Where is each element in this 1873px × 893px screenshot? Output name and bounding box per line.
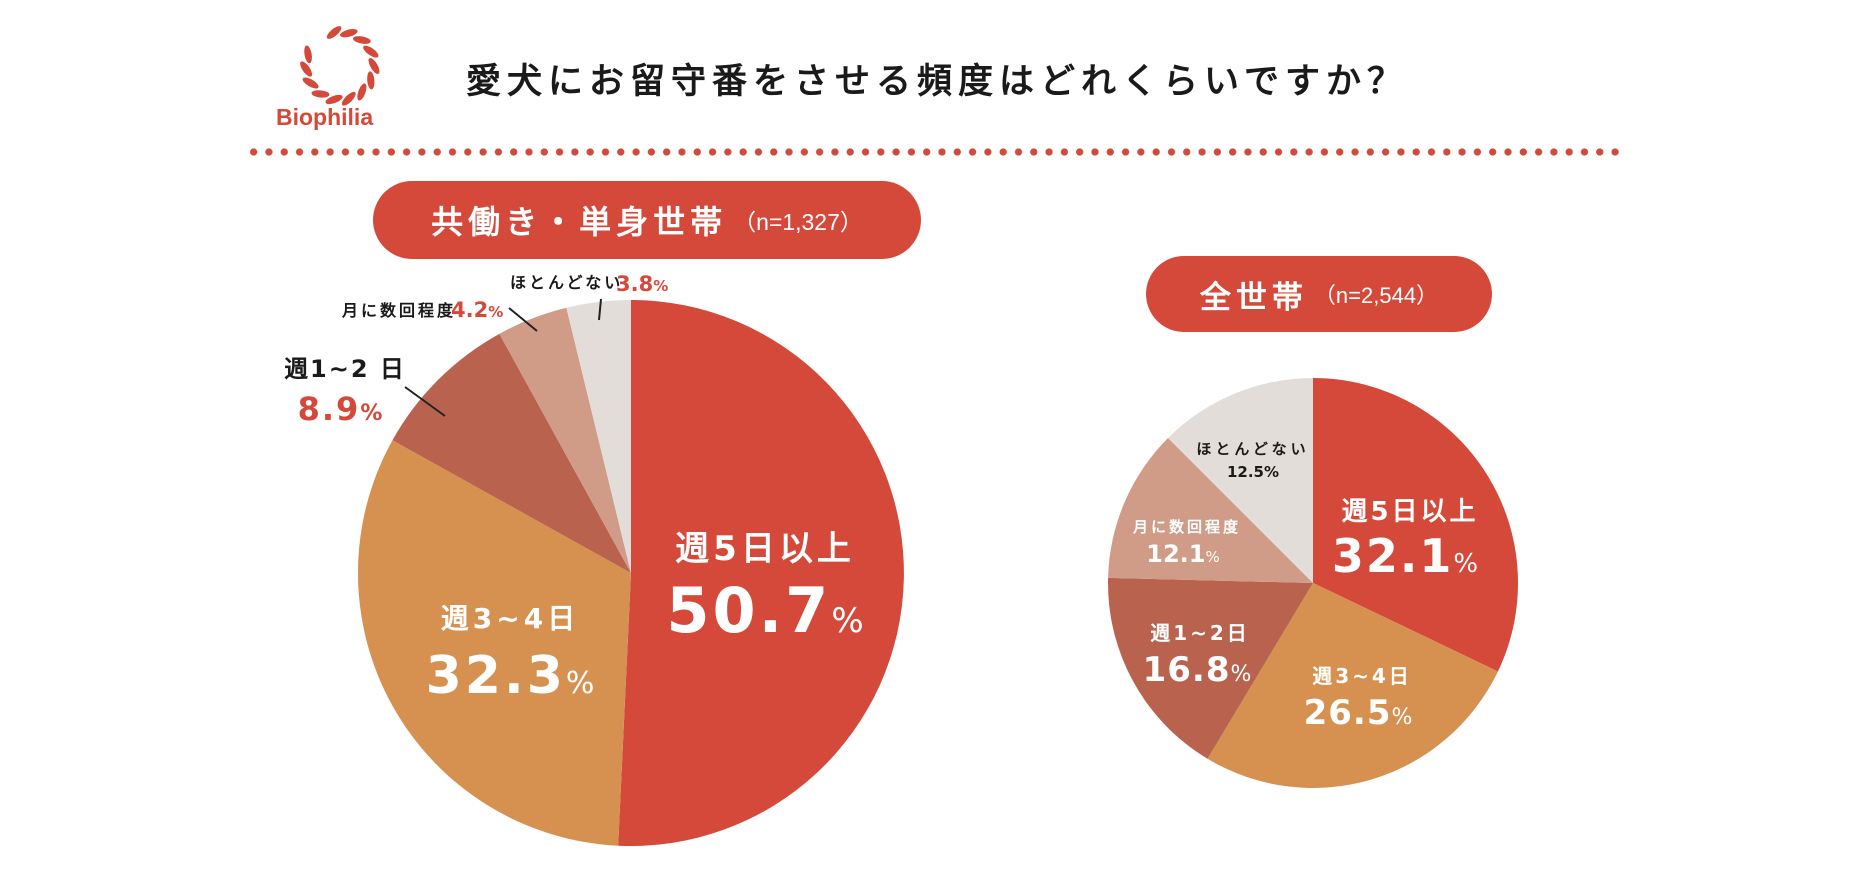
leader-line	[508, 307, 538, 332]
sample-size: （n=2,544）	[1313, 283, 1439, 308]
brand-name: Biophilia	[276, 104, 374, 130]
slice-monthly	[499, 307, 631, 573]
logo-leaf	[357, 83, 367, 101]
group-badge-all-households: 全世帯 （n=2,544）	[1146, 256, 1492, 332]
label-category: 週3~4日	[1312, 664, 1412, 688]
biophilia-wreath-logo-icon	[300, 26, 380, 106]
slice-1to2-days	[1107, 577, 1313, 759]
label-value: 12.5%	[1227, 463, 1279, 481]
slice-3to4-days	[1207, 583, 1498, 788]
sample-size: （n=1,327）	[733, 209, 863, 235]
label-category: 月に数回程度	[341, 301, 456, 320]
logo-leaf	[340, 29, 358, 38]
label-value: 50.7%	[666, 574, 863, 647]
leader-line	[404, 386, 446, 417]
label-value: 32.1%	[1332, 529, 1478, 583]
label-value: 12.1%	[1146, 540, 1219, 568]
label-value: 8.9%	[298, 390, 383, 428]
group-name: 全世帯	[1199, 279, 1308, 316]
slice-5plus-days	[618, 300, 904, 846]
slice-rarely	[566, 300, 631, 573]
label-category: 週5日以上	[1341, 497, 1478, 527]
dotted-divider	[246, 148, 1626, 156]
label-category: 週1~2 日	[284, 355, 406, 383]
label-value: 32.3%	[426, 646, 595, 706]
label-value: 26.5%	[1304, 693, 1413, 733]
slice-5plus-days	[1313, 378, 1519, 672]
slice-rarely	[1168, 378, 1313, 583]
logo-leaf	[353, 36, 371, 44]
slice-monthly	[1108, 438, 1313, 583]
label-category: ほとんどない	[510, 273, 623, 292]
label-category: 週3~4日	[441, 602, 579, 635]
logo-leaf	[326, 26, 342, 39]
pie-dual-income-single: 週5日以上 50.7% 週3~4日 32.3% 週1~2 日 8.9% 月に数回程度4.2%…	[284, 272, 904, 846]
logo-leaf	[311, 90, 330, 98]
logo-leaf	[300, 61, 313, 77]
group-badge-dual-income-single: 共働き・単身世帯 （n=1,327）	[373, 181, 921, 259]
label-value: 3.8%	[616, 272, 668, 296]
logo-leaf	[363, 45, 379, 58]
logo-leaf	[368, 58, 380, 74]
leader-line	[598, 298, 602, 321]
label-category: 月に数回程度	[1132, 518, 1241, 536]
logo-leaf	[341, 91, 356, 106]
chart-title: 愛犬にお留守番をさせる頻度はどれくらいですか？	[466, 62, 1408, 102]
logo-leaf	[302, 77, 319, 89]
group-name: 共働き・単身世帯	[431, 203, 728, 241]
slice-1to2-days	[392, 333, 631, 573]
slice-3to4-days	[357, 440, 631, 846]
label-category: 週1~2日	[1150, 621, 1250, 645]
logo-leaf	[367, 71, 375, 90]
label-category: 週5日以上	[675, 529, 855, 569]
label-value: 4.2%	[451, 298, 503, 322]
logo-leaf	[325, 94, 343, 105]
label-category: ほとんどない	[1196, 440, 1309, 458]
label-value: 16.8%	[1143, 650, 1252, 690]
logo-leaf	[304, 45, 312, 64]
